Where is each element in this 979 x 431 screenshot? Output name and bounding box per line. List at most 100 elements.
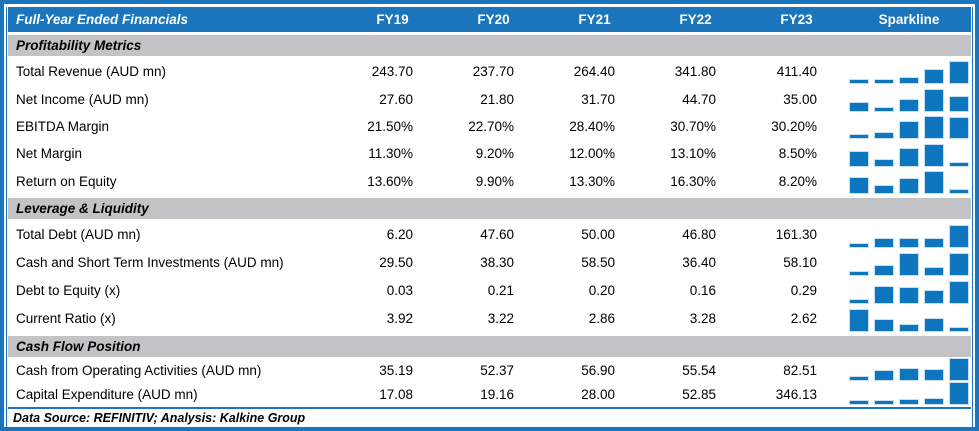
- cell-fy22: 341.80: [674, 64, 716, 80]
- cell-fy20: 9.90%: [475, 173, 514, 189]
- sparkline-cell: [847, 85, 971, 112]
- sparkline-bar: [900, 99, 918, 111]
- cell-fy20: 19.16: [480, 386, 514, 402]
- cell-fy19: 13.60%: [367, 173, 413, 189]
- table-row-cash-and-short-term-investments-aud-mn: Cash and Short Term Investments (AUD mn)…: [8, 249, 971, 277]
- sparkline-bar: [950, 254, 968, 275]
- column-header-fy22: FY22: [679, 12, 712, 27]
- column-header-fy23: FY23: [780, 12, 813, 27]
- table-row-net-income-aud-mn: Net Income (AUD mn) 27.60 21.80 31.70 44.70 3…: [8, 85, 971, 112]
- sparkline-bar: [950, 281, 968, 303]
- sparkline-bar: [925, 398, 943, 404]
- data-source-note: Data Source: REFINITIV; Analysis: Kalkin…: [13, 411, 306, 426]
- table-row-total-debt-aud-mn: Total Debt (AUD mn) 6.20 47.60 50.00 46.80 16…: [8, 221, 971, 249]
- row-label: EBITDA Margin: [16, 118, 110, 134]
- sparkline-bar: [850, 377, 868, 381]
- sparkline-bar: [925, 369, 943, 381]
- sparkline-cell: [847, 58, 971, 85]
- row-label: Total Revenue (AUD mn): [16, 64, 167, 80]
- sparkline-bar: [900, 253, 918, 275]
- cell-fy19: 21.50%: [367, 118, 413, 134]
- table-inner: Full-Year Ended Financials FY19 FY20 FY21 F…: [6, 7, 973, 427]
- sparkline-bar: [900, 77, 918, 84]
- sparkline-bar: [850, 299, 868, 303]
- sparkline-bar: [925, 267, 943, 275]
- sparkline-bar: [875, 80, 893, 84]
- sparkline-cell: [847, 249, 971, 277]
- sparkline-cell: [847, 277, 971, 305]
- section-header-cash-flow-position: Cash Flow Position: [8, 335, 971, 357]
- sparkline-bar: [850, 79, 868, 84]
- table-bottom-border: [8, 406, 971, 409]
- sparkline-bar: [925, 318, 943, 331]
- cell-fy19: 17.08: [379, 386, 413, 402]
- cell-fy20: 47.60: [480, 227, 514, 243]
- sparkline-bar: [925, 171, 943, 193]
- table-row-current-ratio-x: Current Ratio (x) 3.92 3.22 2.86 3.28 2.62: [8, 305, 971, 333]
- row-label: Cash and Short Term Investments (AUD mn): [16, 255, 284, 271]
- sparkline-bar: [850, 151, 868, 166]
- sparkline-bar: [900, 148, 918, 166]
- table-row-net-margin: Net Margin 11.30% 9.20% 12.00% 13.10% 8.50%: [8, 140, 971, 167]
- sparkline-bar: [900, 369, 918, 381]
- table-row-return-on-equity: Return on Equity 13.60% 9.90% 13.30% 16.30% 8…: [8, 168, 971, 195]
- cell-fy23: 82.51: [783, 363, 817, 379]
- cell-fy21: 28.40%: [569, 118, 615, 134]
- cell-fy23: 346.13: [775, 386, 817, 402]
- cell-fy22: 13.10%: [670, 146, 716, 162]
- sparkline-bar: [950, 225, 968, 247]
- table-row-ebitda-margin: EBITDA Margin 21.50% 22.70% 28.40% 30.70% 30.…: [8, 113, 971, 140]
- sparkline-bar: [925, 144, 943, 166]
- sparkline-cell: [847, 382, 971, 406]
- row-label: Total Debt (AUD mn): [16, 227, 141, 243]
- table-row-capital-expenditure-aud-mn: Capital Expenditure (AUD mn) 17.08 19.16 28…: [8, 382, 971, 406]
- sparkline-cell: [847, 305, 971, 333]
- sparkline-bar: [950, 382, 968, 404]
- sparkline-bar: [950, 359, 968, 381]
- sparkline-cell: [847, 221, 971, 249]
- sparkline-bar: [925, 89, 943, 111]
- sparkline-cell: [847, 168, 971, 195]
- cell-fy22: 0.16: [689, 283, 716, 299]
- sparkline-bar: [875, 370, 893, 381]
- cell-fy23: 0.29: [790, 283, 817, 299]
- sparkline-cell: [847, 359, 971, 383]
- sparkline-bar: [875, 287, 893, 303]
- sparkline-bar: [925, 69, 943, 84]
- row-label: Net Margin: [16, 146, 83, 162]
- cell-fy21: 28.00: [581, 386, 615, 402]
- row-label: Cash from Operating Activities (AUD mn): [16, 363, 262, 379]
- cell-fy20: 38.30: [480, 255, 514, 271]
- section-header-leverage-liquidity: Leverage & Liquidity: [8, 197, 971, 219]
- column-header-sparkline: Sparkline: [878, 12, 940, 27]
- row-label: Net Income (AUD mn): [16, 91, 149, 107]
- sparkline-bar: [850, 135, 868, 139]
- sparkline-bar: [900, 238, 918, 247]
- sparkline-bar: [950, 327, 968, 331]
- cell-fy19: 3.92: [386, 311, 413, 327]
- table-row-total-revenue-aud-mn: Total Revenue (AUD mn) 243.70 237.70 264.40…: [8, 58, 971, 85]
- cell-fy19: 243.70: [371, 64, 413, 80]
- sparkline-bar: [950, 118, 968, 139]
- cell-fy19: 11.30%: [368, 146, 413, 162]
- sparkline-bar: [875, 132, 893, 139]
- cell-fy22: 46.80: [682, 227, 716, 243]
- table-title: Full-Year Ended Financials: [16, 12, 189, 27]
- cell-fy23: 161.30: [775, 227, 817, 243]
- sparkline-bar: [950, 189, 968, 193]
- cell-fy22: 52.85: [682, 386, 716, 402]
- cell-fy20: 9.20%: [475, 146, 514, 162]
- cell-fy19: 6.20: [386, 227, 413, 243]
- cell-fy23: 8.20%: [778, 173, 817, 189]
- cell-fy19: 35.19: [379, 363, 413, 379]
- sparkline-bar: [950, 162, 968, 166]
- cell-fy23: 35.00: [783, 91, 817, 107]
- cell-fy20: 3.22: [487, 311, 514, 327]
- sparkline-bar: [850, 243, 868, 247]
- row-label: Debt to Equity (x): [16, 283, 121, 299]
- sparkline-cell: [847, 113, 971, 140]
- cell-fy22: 55.54: [682, 363, 716, 379]
- cell-fy21: 58.50: [581, 255, 615, 271]
- cell-fy22: 30.70%: [670, 118, 716, 134]
